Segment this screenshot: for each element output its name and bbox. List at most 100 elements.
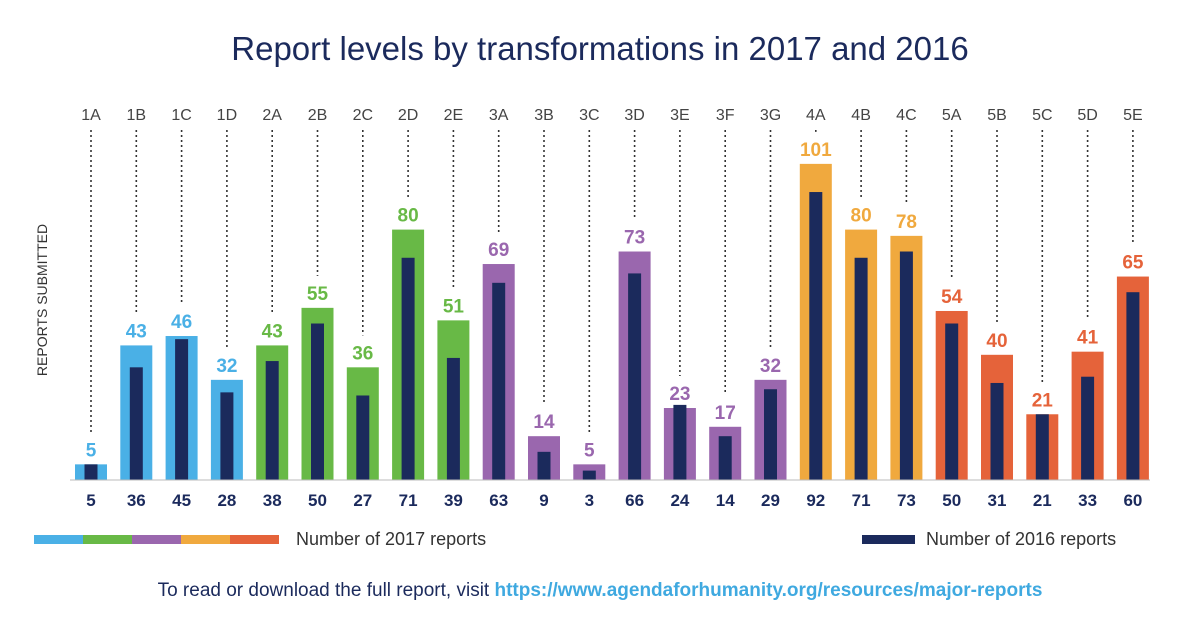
- value-label-2016-4A: 92: [806, 491, 825, 510]
- legend-swatch-2017-0: [34, 535, 83, 544]
- value-label-2017-5C: 21: [1032, 390, 1054, 411]
- value-label-2017-5E: 65: [1122, 253, 1144, 274]
- value-label-2016-2D: 71: [399, 491, 418, 510]
- category-label-3B: 3B: [534, 107, 554, 124]
- category-label-1B: 1B: [127, 107, 147, 124]
- bar-2016-5E: [1126, 292, 1140, 480]
- category-label-3F: 3F: [716, 107, 735, 124]
- category-label-2B: 2B: [308, 107, 328, 124]
- value-label-2016-3C: 3: [585, 491, 594, 510]
- category-label-2A: 2A: [262, 107, 282, 124]
- bar-2016-5C: [1035, 414, 1049, 480]
- value-label-2017-3C: 5: [584, 440, 595, 461]
- value-label-2017-5A: 54: [941, 287, 963, 308]
- bar-2016-3E: [673, 404, 687, 480]
- bar-2016-3C: [582, 470, 596, 480]
- legend-swatch-2017-1: [83, 535, 132, 544]
- bar-2016-1A: [84, 464, 98, 480]
- bar-2016-2C: [356, 395, 370, 480]
- category-label-4B: 4B: [851, 107, 871, 124]
- value-label-2017-1A: 5: [86, 440, 97, 461]
- legend-swatch-2017-3: [181, 535, 230, 544]
- value-label-2016-2A: 38: [263, 491, 282, 510]
- legend-label-2016: Number of 2016 reports: [926, 529, 1117, 549]
- value-label-2016-1A: 5: [86, 491, 95, 510]
- bar-2016-1B: [129, 367, 143, 480]
- legend-swatch-2017-2: [132, 535, 181, 544]
- footer: To read or download the full report, vis…: [0, 580, 1200, 602]
- value-label-2016-2E: 39: [444, 491, 463, 510]
- value-label-2016-5B: 31: [988, 491, 1007, 510]
- value-label-2016-1B: 36: [127, 491, 146, 510]
- bar-2016-3F: [718, 436, 732, 480]
- category-label-1A: 1A: [81, 107, 101, 124]
- bar-2016-1C: [175, 339, 189, 480]
- category-label-2E: 2E: [444, 107, 464, 124]
- bar-2016-2A: [265, 361, 279, 480]
- category-label-2D: 2D: [398, 107, 418, 124]
- value-label-2016-4C: 73: [897, 491, 916, 510]
- value-label-2016-3E: 24: [670, 491, 689, 510]
- value-label-2017-1B: 43: [126, 321, 147, 342]
- value-label-2016-1D: 28: [217, 491, 236, 510]
- category-label-4C: 4C: [896, 107, 916, 124]
- category-label-2C: 2C: [353, 107, 373, 124]
- value-label-2017-3D: 73: [624, 228, 645, 249]
- value-label-2017-3F: 17: [715, 403, 736, 424]
- value-label-2017-3A: 69: [488, 240, 509, 261]
- footer-link[interactable]: https://www.agendaforhumanity.org/resour…: [494, 580, 1043, 601]
- value-label-2017-2D: 80: [398, 206, 419, 227]
- value-label-2016-2B: 50: [308, 491, 327, 510]
- value-label-2016-5A: 50: [942, 491, 961, 510]
- category-label-5C: 5C: [1032, 107, 1052, 124]
- footer-text: To read or download the full report, vis…: [157, 580, 495, 601]
- value-label-2017-5D: 41: [1077, 328, 1099, 349]
- bar-2016-5D: [1081, 376, 1095, 480]
- bar-2016-2E: [446, 357, 460, 480]
- category-label-4A: 4A: [806, 107, 826, 124]
- bar-2016-3G: [764, 389, 777, 480]
- category-label-3C: 3C: [579, 107, 599, 124]
- value-label-2017-2E: 51: [443, 296, 465, 317]
- category-label-5A: 5A: [942, 107, 962, 124]
- category-label-1D: 1D: [217, 107, 237, 124]
- category-label-5D: 5D: [1077, 107, 1097, 124]
- value-label-2016-3F: 14: [716, 491, 735, 510]
- value-label-2017-4A: 101: [800, 140, 832, 161]
- category-label-3A: 3A: [489, 107, 509, 124]
- bar-2016-2D: [401, 257, 415, 480]
- category-label-3G: 3G: [760, 107, 781, 124]
- legend-swatch-2017-4: [230, 535, 279, 544]
- value-label-2017-5B: 40: [986, 331, 1007, 352]
- bar-2016-4B: [854, 257, 868, 480]
- value-label-2017-2A: 43: [262, 321, 283, 342]
- value-label-2017-4C: 78: [896, 212, 917, 233]
- bar-2016-2B: [311, 323, 324, 480]
- value-label-2017-3E: 23: [669, 384, 690, 405]
- bar-2016-1D: [220, 392, 234, 480]
- value-label-2016-4B: 71: [852, 491, 871, 510]
- value-label-2017-3G: 32: [760, 356, 781, 377]
- bar-2016-4C: [899, 251, 913, 480]
- value-label-2016-5C: 21: [1033, 491, 1052, 510]
- bar-2016-3D: [628, 273, 642, 480]
- category-label-3D: 3D: [624, 107, 644, 124]
- category-label-3E: 3E: [670, 107, 690, 124]
- value-label-2016-1C: 45: [172, 491, 191, 510]
- value-label-2016-3B: 9: [539, 491, 548, 510]
- value-label-2017-3B: 14: [533, 412, 555, 433]
- value-label-2017-2C: 36: [352, 343, 373, 364]
- bar-2016-3A: [492, 282, 506, 480]
- value-label-2016-2C: 27: [353, 491, 372, 510]
- value-label-2016-3G: 29: [761, 491, 780, 510]
- bar-2016-3B: [537, 451, 551, 480]
- bar-2016-5A: [945, 323, 959, 480]
- bar-2016-4A: [809, 192, 823, 481]
- value-label-2017-4B: 80: [851, 206, 872, 227]
- y-axis-label: REPORTS SUBMITTED: [34, 224, 50, 376]
- value-label-2016-5E: 60: [1123, 491, 1142, 510]
- legend-swatch-2016: [862, 535, 915, 544]
- value-label-2017-1C: 46: [171, 312, 192, 333]
- bar-2016-5B: [990, 382, 1004, 480]
